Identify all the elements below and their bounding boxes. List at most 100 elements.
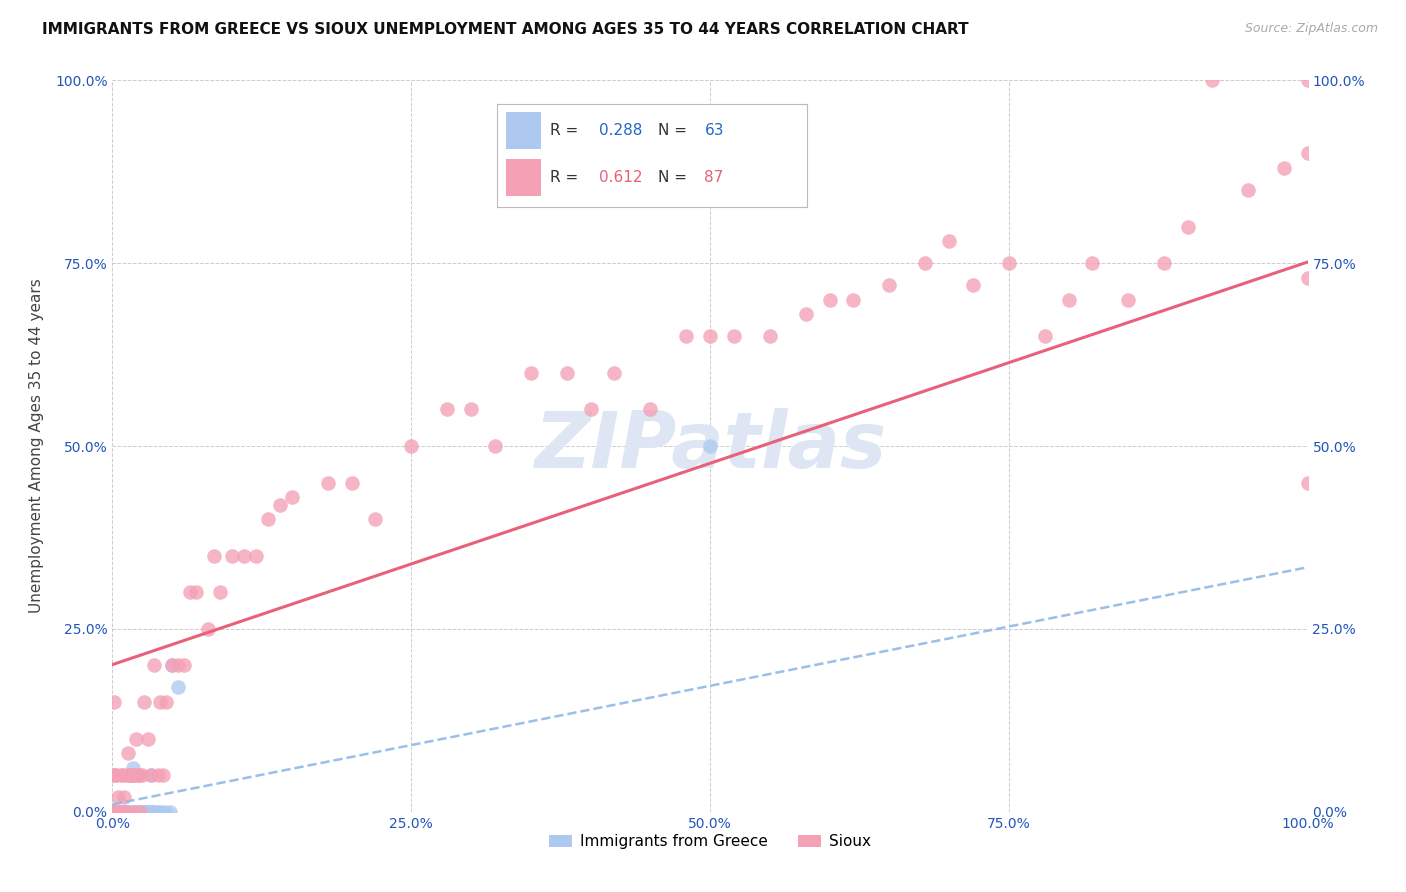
Point (1033, 329, 1056, 343)
Point (125, 731, 148, 746)
Point (104, 805, 127, 819)
Point (269, 498, 291, 512)
Point (879, 278, 901, 293)
Point (162, 658, 183, 673)
Point (121, 761, 143, 775)
Point (112, 768, 135, 782)
Point (155, 695, 177, 709)
Y-axis label: Unemployment Among Ages 35 to 44 years: Unemployment Among Ages 35 to 44 years (30, 278, 44, 614)
Point (132, 695, 155, 709)
Point (115, 805, 138, 819)
Text: 63: 63 (704, 123, 724, 138)
Point (101, 805, 124, 819)
Point (107, 805, 129, 819)
Point (132, 805, 155, 819)
Point (111, 805, 134, 819)
Point (167, 681, 190, 695)
Point (1296, 475, 1319, 490)
Point (759, 329, 782, 343)
Point (139, 768, 162, 782)
Point (162, 658, 183, 673)
Point (364, 512, 387, 526)
Point (186, 585, 208, 599)
Bar (506, 112, 540, 149)
Point (675, 329, 697, 343)
Point (257, 512, 280, 526)
Point (138, 805, 160, 819)
Point (101, 805, 124, 819)
Point (122, 805, 145, 819)
Point (142, 805, 165, 819)
Point (141, 805, 163, 819)
Point (1153, 256, 1175, 270)
Point (209, 585, 232, 599)
Point (579, 402, 602, 417)
Point (125, 768, 148, 782)
Point (152, 768, 174, 782)
Point (103, 805, 125, 819)
Point (118, 768, 141, 782)
Point (1237, 183, 1260, 197)
Point (149, 695, 172, 709)
Point (1296, 73, 1319, 87)
Point (1057, 293, 1080, 307)
Point (1272, 161, 1295, 175)
Point (316, 475, 339, 490)
Point (139, 768, 162, 782)
Point (281, 490, 304, 504)
Point (173, 658, 195, 673)
Point (101, 805, 124, 819)
Bar (506, 160, 540, 196)
Text: ZIPatlas: ZIPatlas (534, 408, 886, 484)
Point (1201, 73, 1223, 87)
Point (105, 805, 128, 819)
Point (114, 805, 135, 819)
Point (121, 768, 143, 782)
Point (197, 622, 219, 636)
Point (107, 805, 129, 819)
Point (110, 768, 132, 782)
Point (127, 768, 149, 782)
Point (103, 805, 125, 819)
Point (103, 805, 125, 819)
Point (111, 805, 134, 819)
Point (114, 805, 136, 819)
Point (120, 768, 142, 782)
Point (818, 293, 841, 307)
Point (484, 439, 506, 453)
Point (167, 658, 190, 673)
Point (101, 805, 124, 819)
Point (121, 768, 143, 782)
Point (998, 256, 1021, 270)
Point (108, 805, 131, 819)
Point (105, 805, 128, 819)
Point (117, 746, 139, 760)
Point (179, 585, 201, 599)
Point (104, 805, 127, 819)
Point (245, 549, 267, 563)
Point (640, 402, 662, 417)
Point (131, 805, 153, 819)
Point (128, 768, 150, 782)
Text: R =: R = (550, 170, 583, 186)
Point (1081, 256, 1104, 270)
Point (723, 329, 745, 343)
Point (153, 805, 176, 819)
Point (962, 278, 984, 293)
Point (103, 695, 125, 709)
Point (114, 790, 135, 805)
Point (138, 731, 160, 746)
Point (1118, 293, 1140, 307)
Point (114, 805, 135, 819)
Point (108, 805, 131, 819)
Point (221, 549, 243, 563)
Point (104, 805, 127, 819)
Point (143, 805, 166, 819)
Point (104, 805, 127, 819)
Point (603, 366, 626, 380)
Text: IMMIGRANTS FROM GREECE VS SIOUX UNEMPLOYMENT AMONG AGES 35 TO 44 YEARS CORRELATI: IMMIGRANTS FROM GREECE VS SIOUX UNEMPLOY… (42, 22, 969, 37)
Point (108, 805, 131, 819)
Point (101, 805, 124, 819)
Point (101, 805, 124, 819)
Text: 87: 87 (704, 170, 724, 186)
